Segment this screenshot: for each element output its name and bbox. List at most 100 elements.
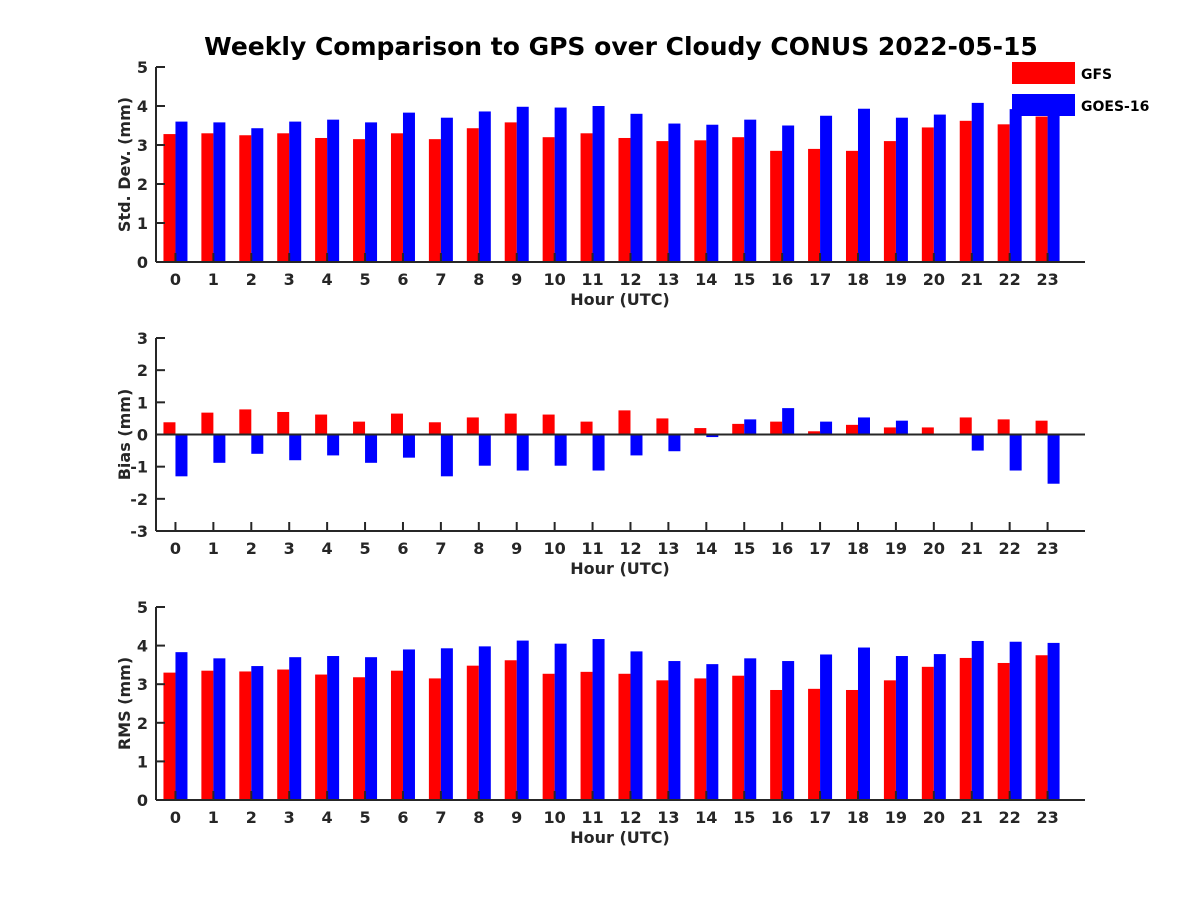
bar-goes-16-hour-12 [630, 651, 643, 800]
x-tick-label: 5 [359, 808, 370, 827]
y-tick-label: -2 [130, 490, 148, 509]
x-tick-label: 11 [581, 539, 603, 558]
x-tick-label: 23 [1036, 270, 1058, 289]
bar-goes-16-hour-1 [213, 434, 226, 463]
x-tick-label: 6 [397, 808, 408, 827]
x-tick-label: 14 [695, 808, 717, 827]
bar-gfs-hour-5 [353, 139, 366, 262]
legend: GFS GOES-16 [1012, 62, 1149, 116]
x-tick-label: 7 [435, 270, 446, 289]
bar-goes-16-hour-4 [327, 656, 340, 800]
x-tick-label: 6 [397, 270, 408, 289]
bar-goes-16-hour-7 [440, 648, 453, 800]
x-tick-label: 10 [544, 539, 566, 558]
y-tick-label: 5 [137, 58, 148, 77]
bar-gfs-hour-13 [656, 418, 669, 435]
bar-gfs-hour-23 [1035, 655, 1048, 800]
y-axis-label: Bias (mm) [115, 389, 134, 481]
bar-gfs-hour-0 [163, 134, 176, 262]
bar-goes-16-hour-2 [251, 128, 264, 262]
x-tick-label: 5 [359, 539, 370, 558]
bar-goes-16-hour-18 [857, 108, 870, 262]
y-tick-label: 4 [137, 97, 148, 116]
bar-goes-16-hour-17 [820, 421, 833, 435]
bar-gfs-hour-20 [921, 427, 934, 435]
bar-gfs-hour-18 [845, 424, 858, 435]
legend-label-gfs: GFS [1081, 67, 1112, 83]
x-tick-label: 4 [322, 270, 333, 289]
y-tick-label: 5 [137, 598, 148, 617]
bar-gfs-hour-19 [883, 141, 896, 262]
bar-goes-16-hour-20 [933, 114, 946, 262]
y-tick-label: 2 [137, 361, 148, 380]
bar-gfs-hour-15 [732, 137, 745, 262]
x-axis-label: Hour (UTC) [570, 290, 670, 309]
x-tick-label: 19 [885, 270, 907, 289]
bar-goes-16-hour-0 [175, 652, 188, 800]
x-tick-label: 15 [733, 270, 755, 289]
bar-goes-16-hour-11 [592, 639, 605, 800]
x-tick-label: 3 [284, 539, 295, 558]
x-tick-label: 20 [923, 270, 945, 289]
x-tick-label: 4 [322, 539, 333, 558]
bar-gfs-hour-17 [808, 688, 821, 800]
x-tick-label: 10 [544, 270, 566, 289]
bar-gfs-hour-1 [201, 412, 214, 435]
legend-swatch-goes-16 [1012, 94, 1075, 116]
x-tick-label: 21 [961, 539, 983, 558]
x-tick-label: 20 [923, 808, 945, 827]
y-tick-label: -1 [130, 458, 148, 477]
x-tick-label: 21 [961, 270, 983, 289]
x-tick-label: 8 [473, 539, 484, 558]
x-tick-label: 8 [473, 808, 484, 827]
y-axis-label: RMS (mm) [115, 657, 134, 750]
bar-goes-16-hour-7 [440, 117, 453, 262]
x-tick-label: 18 [847, 539, 869, 558]
bar-goes-16-hour-5 [365, 657, 378, 800]
bar-goes-16-hour-9 [516, 640, 529, 800]
x-tick-label: 3 [284, 808, 295, 827]
x-tick-label: 1 [208, 270, 219, 289]
bar-goes-16-hour-19 [895, 656, 908, 800]
bar-gfs-hour-19 [883, 680, 896, 800]
x-tick-label: 19 [885, 808, 907, 827]
x-tick-label: 0 [170, 270, 181, 289]
bar-goes-16-hour-5 [365, 434, 378, 463]
bar-gfs-hour-14 [694, 428, 707, 435]
bar-gfs-hour-20 [921, 666, 934, 800]
bar-goes-16-hour-20 [933, 654, 946, 800]
x-tick-label: 15 [733, 808, 755, 827]
y-tick-label: 1 [137, 393, 148, 412]
bar-goes-16-hour-0 [175, 121, 188, 262]
bar-goes-16-hour-16 [782, 125, 795, 262]
x-tick-label: 19 [885, 539, 907, 558]
bar-gfs-hour-22 [997, 419, 1010, 435]
bar-goes-16-hour-22 [1009, 109, 1022, 263]
bar-goes-16-hour-11 [592, 434, 605, 471]
bar-goes-16-hour-11 [592, 106, 605, 262]
legend-swatch-gfs [1012, 62, 1075, 84]
bar-gfs-hour-21 [959, 657, 972, 800]
bar-gfs-hour-2 [239, 671, 252, 800]
bar-gfs-hour-13 [656, 141, 669, 262]
figure-title: Weekly Comparison to GPS over Cloudy CON… [204, 32, 1038, 61]
bar-gfs-hour-2 [239, 409, 252, 435]
y-tick-label: 2 [137, 714, 148, 733]
bar-goes-16-hour-15 [744, 658, 757, 800]
bar-gfs-hour-4 [315, 414, 328, 435]
bar-goes-16-hour-22 [1009, 641, 1022, 800]
bar-goes-16-hour-23 [1047, 642, 1060, 800]
x-tick-label: 16 [771, 539, 793, 558]
x-tick-label: 18 [847, 270, 869, 289]
y-tick-label: 3 [137, 675, 148, 694]
bar-goes-16-hour-8 [478, 646, 491, 800]
bar-goes-16-hour-6 [402, 112, 415, 262]
x-tick-label: 2 [246, 539, 257, 558]
x-tick-label: 22 [999, 270, 1021, 289]
x-axis-label: Hour (UTC) [570, 559, 670, 578]
bar-goes-16-hour-12 [630, 434, 643, 456]
bar-gfs-hour-7 [428, 678, 441, 800]
bar-gfs-hour-2 [239, 135, 252, 262]
